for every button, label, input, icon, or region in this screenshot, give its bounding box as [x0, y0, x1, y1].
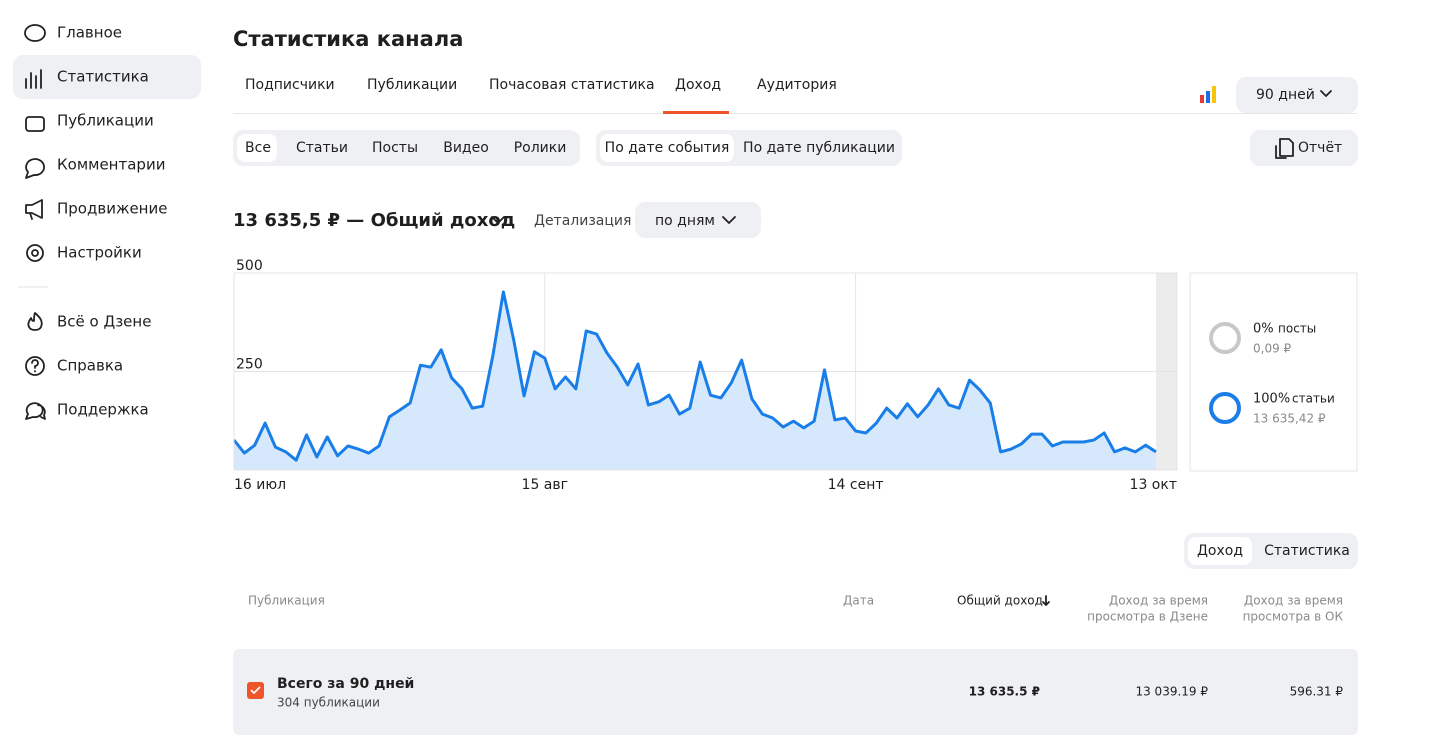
table-row [233, 649, 1358, 735]
column-header[interactable]: просмотра в ОК [1243, 610, 1344, 624]
filter[interactable]: Ролики [514, 140, 567, 156]
column-header[interactable]: Дата [843, 594, 874, 608]
row-subtitle: 304 публикации [277, 696, 380, 710]
icon [31, 359, 39, 373]
filter[interactable]: По дате публикации [743, 140, 895, 156]
filter[interactable]: Посты [372, 140, 418, 156]
nav-item[interactable]: Настройки [57, 244, 142, 262]
toggle-option[interactable]: Доход [1197, 543, 1243, 559]
period-label: 90 дней [1256, 87, 1315, 103]
report-icon [1275, 138, 1294, 159]
donut [1209, 322, 1241, 354]
tab[interactable]: Публикации [367, 77, 457, 93]
filter[interactable]: Все [245, 140, 271, 156]
report-label: Отчёт [1298, 140, 1342, 156]
x-tick-label: 13 окт [1130, 477, 1177, 493]
chevron [722, 216, 736, 224]
tab[interactable]: Доход [675, 77, 721, 93]
tab[interactable]: Подписчики [245, 77, 335, 93]
filter-group [233, 130, 580, 166]
toggle-option[interactable]: Статистика [1264, 543, 1350, 559]
x-tick-label: 15 авг [522, 477, 568, 493]
chevron [1320, 90, 1332, 97]
icon [25, 116, 45, 132]
column-header[interactable]: просмотра в Дзене [1087, 610, 1208, 624]
filter[interactable]: Статьи [296, 140, 348, 156]
nav-link[interactable]: Поддержка [57, 401, 149, 419]
page-title: Статистика канала [233, 27, 463, 51]
x-tick-label: 16 июл [234, 477, 286, 493]
y-tick-label: 250 [236, 357, 263, 373]
donut [1209, 392, 1241, 424]
nav-item[interactable]: Главное [57, 24, 122, 42]
nav-link[interactable]: Всё о Дзене [57, 313, 151, 331]
sidebar: Главное Статистика Публикации Комментари… [18, 24, 167, 420]
area [234, 291, 1156, 470]
filter[interactable]: Видео [443, 140, 489, 156]
filter-active [600, 134, 734, 162]
x-tick-label: 14 сент [828, 477, 884, 493]
nav-item[interactable]: Публикации [57, 112, 154, 130]
tab[interactable]: Аудитория [757, 77, 837, 93]
nav-item[interactable]: Продвижение [57, 200, 167, 218]
share-name: посты [1278, 322, 1316, 336]
cell: 596.31 ₽ [1290, 685, 1344, 699]
icon [25, 158, 45, 179]
icon [25, 356, 45, 376]
logo-bar [1206, 91, 1210, 103]
filter-active [237, 134, 277, 162]
icon [24, 24, 46, 42]
icon [25, 402, 46, 420]
icon [26, 244, 44, 262]
period-button[interactable] [1236, 77, 1358, 113]
cell: 13 039.19 ₽ [1135, 685, 1208, 699]
share-amount: 13 635,42 ₽ [1253, 412, 1326, 426]
icon [31, 249, 39, 257]
checkmark [250, 686, 261, 695]
filter[interactable]: По дате события [605, 140, 730, 156]
detail-button[interactable] [635, 202, 761, 238]
share-percent: 0% [1253, 322, 1274, 337]
chevron [491, 216, 505, 224]
tab-underline [663, 111, 729, 114]
icon [25, 199, 43, 220]
tab[interactable]: Почасовая статистика [489, 77, 655, 93]
detail-value: по дням [655, 213, 715, 229]
sort-arrow [1042, 595, 1050, 606]
report-button[interactable] [1250, 130, 1358, 166]
nav-item[interactable]: Комментарии [57, 156, 165, 174]
chart-frame [233, 272, 1178, 471]
column-header[interactable]: Доход за время [1244, 594, 1343, 608]
row-title: Всего за 90 дней [277, 676, 414, 692]
nav-item[interactable]: Статистика [57, 68, 149, 86]
logo [1200, 86, 1216, 103]
logo-bar [1212, 86, 1216, 103]
share-name: статьи [1292, 392, 1335, 406]
icon [25, 69, 42, 89]
active-nav-bg [13, 55, 201, 99]
share-percent: 100% [1253, 392, 1290, 407]
column-header[interactable]: Общий доход [957, 594, 1043, 608]
toggle-active [1188, 537, 1252, 565]
y-tick-label: 500 [236, 258, 263, 274]
column-header[interactable]: Доход за время [1109, 594, 1208, 608]
icon [27, 312, 43, 331]
nav-link[interactable]: Справка [57, 357, 123, 375]
line [232, 290, 1157, 462]
cell: 13 635.5 ₽ [969, 685, 1040, 699]
breakdown-panel [1189, 272, 1358, 472]
detail-label: Детализация [534, 213, 631, 229]
logo-bar [1200, 95, 1204, 103]
total-income[interactable]: 13 635,5 ₽ — Общий доход [233, 210, 515, 231]
column-header[interactable]: Публикация [248, 594, 325, 608]
share-amount: 0,09 ₽ [1253, 342, 1292, 356]
